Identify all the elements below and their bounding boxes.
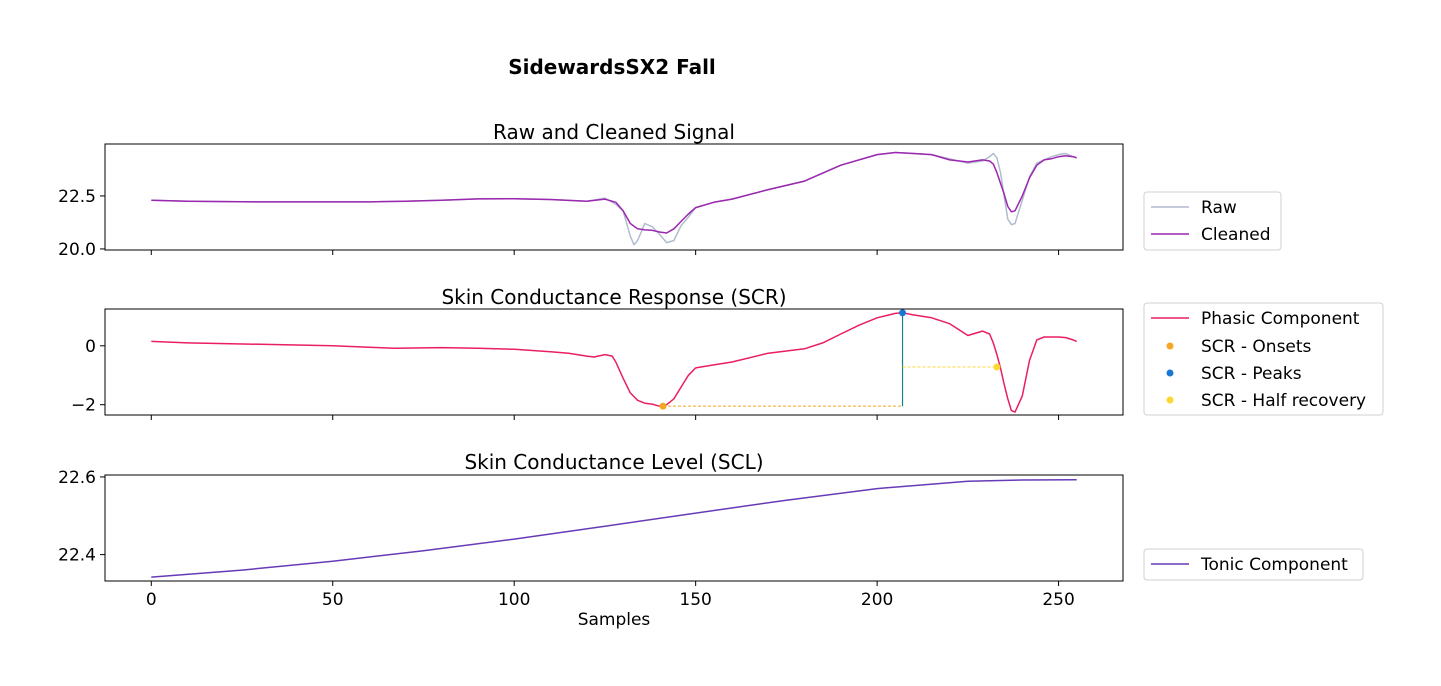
scl-xtick-label: 150 [679, 590, 711, 610]
raw-cleaned-legend: Raw Cleaned [1143, 191, 1282, 251]
figure-title: SidewardsSX2 Fall [508, 55, 716, 79]
scl-yticks: 22.4 22.6 [58, 468, 105, 566]
legend-onsets-label: SCR - Onsets [1201, 337, 1312, 357]
scr-legend: Phasic Component SCR - Onsets SCR - Peak… [1143, 302, 1384, 416]
x-axis-label: Samples [578, 610, 651, 630]
scl-xtick-label: 50 [322, 590, 344, 610]
scr-ytick-label: 0 [85, 337, 96, 357]
raw-cleaned-xticks [150, 250, 1060, 255]
scr-peaks-marker [899, 309, 907, 317]
legend-half-recovery-marker [1166, 396, 1174, 404]
raw-line [151, 151, 1077, 246]
scl-ytick-label: 22.4 [58, 546, 96, 566]
scr-plot-area [151, 309, 1077, 413]
cleaned-line [151, 151, 1077, 234]
scl-frame [104, 474, 1124, 582]
scl-plot-area [151, 478, 1077, 578]
scr-frame [104, 308, 1124, 416]
scr-title: Skin Conductance Response (SCR) [441, 285, 786, 309]
scl-legend: Tonic Component [1143, 548, 1364, 581]
phasic-component-line [151, 312, 1077, 413]
raw-cleaned-frame [104, 143, 1124, 251]
scl-ytick-label: 22.6 [58, 468, 96, 488]
legend-phasic-label: Phasic Component [1201, 309, 1360, 329]
raw-cleaned-yticks: 20.0 22.5 [58, 187, 105, 260]
raw-cleaned-ytick-label: 20.0 [58, 240, 96, 260]
raw-cleaned-plot-area [151, 151, 1077, 246]
scr-panel: Skin Conductance Response (SCR) −2 0 Phas… [71, 285, 1384, 420]
legend-raw-label: Raw [1201, 198, 1237, 218]
scl-xtick-label: 0 [146, 590, 157, 610]
scl-title: Skin Conductance Level (SCL) [464, 450, 763, 474]
legend-cleaned-label: Cleaned [1201, 225, 1271, 245]
scl-xtick-label: 200 [861, 590, 893, 610]
scr-xticks [150, 415, 1060, 420]
raw-cleaned-title: Raw and Cleaned Signal [493, 120, 735, 144]
legend-onsets-marker [1166, 342, 1174, 350]
scr-ytick-label: −2 [71, 396, 96, 416]
legend-peaks-label: SCR - Peaks [1201, 364, 1302, 384]
scl-panel: Skin Conductance Level (SCL) 22.4 22.6 0 5… [58, 450, 1364, 630]
scr-onsets-marker [659, 402, 667, 410]
scr-yticks: −2 0 [71, 337, 105, 416]
tonic-component-line [151, 478, 1077, 578]
scl-xtick-label: 100 [498, 590, 530, 610]
scr-half-recovery-marker [993, 363, 1001, 371]
raw-cleaned-ytick-label: 22.5 [58, 187, 96, 207]
raw-cleaned-panel: Raw and Cleaned Signal 20.0 22.5 Raw Clea… [58, 120, 1282, 260]
legend-peaks-marker [1166, 369, 1174, 377]
legend-half-recovery-label: SCR - Half recovery [1201, 391, 1366, 411]
scl-xticks: 0 50 100 150 200 250 [146, 581, 1075, 610]
legend-tonic-label: Tonic Component [1200, 555, 1348, 575]
scl-xtick-label: 250 [1042, 590, 1074, 610]
